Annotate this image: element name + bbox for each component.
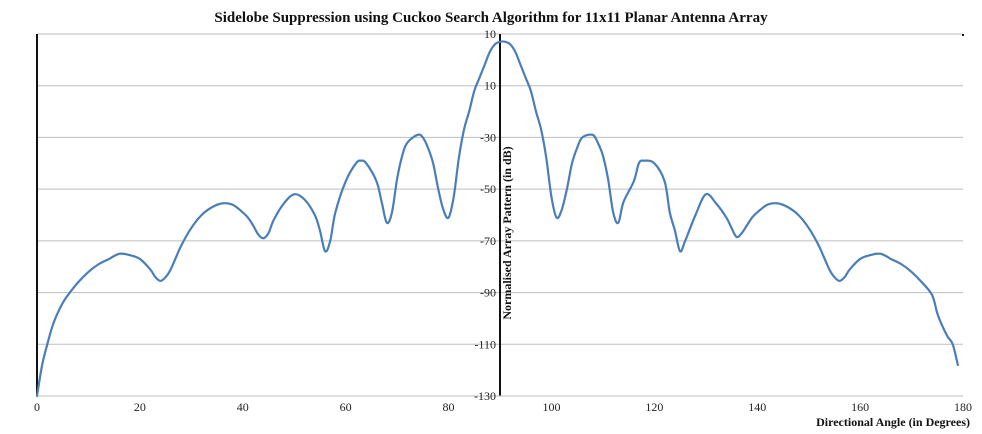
- x-tick-labels: 0 20 40 60 80 100 120 140 160 180: [34, 400, 972, 414]
- y-tick-label-4: -50: [480, 182, 496, 196]
- x-tick-label-0: 0: [34, 400, 40, 414]
- x-tick-label-2: 40: [237, 400, 249, 414]
- x-tick-label-8: 160: [851, 400, 869, 414]
- y-tick-label-3: -70: [480, 234, 496, 248]
- x-tick-label-1: 20: [134, 400, 146, 414]
- x-tick-label-4: 80: [443, 400, 455, 414]
- x-axis-label: Directional Angle (in Degrees): [816, 415, 970, 429]
- y-tick-labels: -130 -110 -90 -70 -50 -30 10 10: [474, 27, 496, 403]
- series-layer: [35, 40, 959, 398]
- y-tick-label-2: -90: [480, 286, 496, 300]
- x-tick-label-9: 180: [954, 400, 972, 414]
- x-tick-label-5: 100: [542, 400, 560, 414]
- y-tick-label-5: -30: [480, 130, 496, 144]
- y-axis-label: Normalised Array Pattern (in dB): [500, 146, 514, 319]
- x-tick-label-3: 60: [340, 400, 352, 414]
- y-tick-label-0: -130: [474, 389, 496, 403]
- y-tick-label-1: -110: [474, 337, 496, 351]
- x-tick-label-6: 120: [645, 400, 663, 414]
- chart-title: Sidelobe Suppression using Cuckoo Search…: [214, 10, 768, 26]
- series-line-0: [35, 40, 959, 398]
- plot-frame: [36, 34, 964, 397]
- y-tick-label-7: 10: [484, 27, 496, 41]
- x-tick-label-7: 140: [748, 400, 766, 414]
- y-tick-label-6: 10: [484, 79, 496, 93]
